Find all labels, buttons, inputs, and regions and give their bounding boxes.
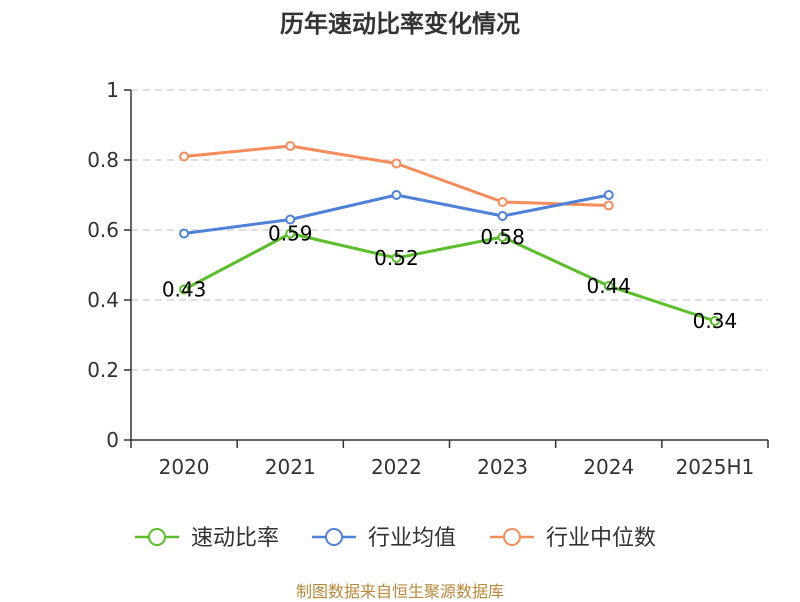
series-line <box>183 232 716 323</box>
x-tick-label: 2025H1 <box>676 455 755 479</box>
data-point <box>391 158 402 169</box>
y-tick-label: 1 <box>106 78 119 102</box>
legend-label: 速动比率 <box>191 526 279 551</box>
data-point <box>179 284 190 295</box>
series-line <box>183 193 610 235</box>
legend-label: 行业均值 <box>368 526 456 551</box>
data-point <box>603 190 614 200</box>
data-point <box>709 316 720 326</box>
data-point <box>285 228 296 239</box>
data-point <box>179 228 190 239</box>
chart-title: 历年速动比率变化情况 <box>280 10 520 38</box>
data-label: 0.44 <box>586 274 631 298</box>
legend-label: 行业中位数 <box>546 526 656 551</box>
data-point <box>497 197 508 207</box>
data-point <box>391 253 402 263</box>
legend-marker <box>148 528 166 546</box>
y-tick-label: 0.6 <box>87 218 119 242</box>
data-point <box>285 214 296 225</box>
x-tick-label: 2020 <box>159 455 210 479</box>
legend-marker <box>503 528 521 546</box>
x-tick-label: 2023 <box>477 455 528 479</box>
y-tick-label: 0.4 <box>87 288 119 312</box>
data-point <box>603 200 614 211</box>
data-label: 0.34 <box>693 309 738 333</box>
y-tick-label: 0.2 <box>87 358 119 382</box>
x-tick-label: 2024 <box>583 455 634 479</box>
y-tick-label: 0 <box>106 428 119 452</box>
x-tick-label: 2022 <box>371 455 422 479</box>
legend-marker <box>325 528 343 546</box>
data-point <box>497 211 508 221</box>
data-label: 0.52 <box>374 246 419 270</box>
data-source-note: 制图数据来自恒生聚源数据库 <box>295 582 504 601</box>
data-label: 0.58 <box>480 225 525 249</box>
data-point <box>179 151 190 162</box>
data-label: 0.43 <box>162 278 207 302</box>
data-point <box>285 141 296 151</box>
x-tick-label: 2021 <box>265 455 316 479</box>
data-point <box>391 190 402 200</box>
data-label: 0.59 <box>268 222 313 246</box>
data-point <box>497 232 508 242</box>
y-tick-label: 0.8 <box>87 148 119 172</box>
data-point <box>603 281 614 291</box>
